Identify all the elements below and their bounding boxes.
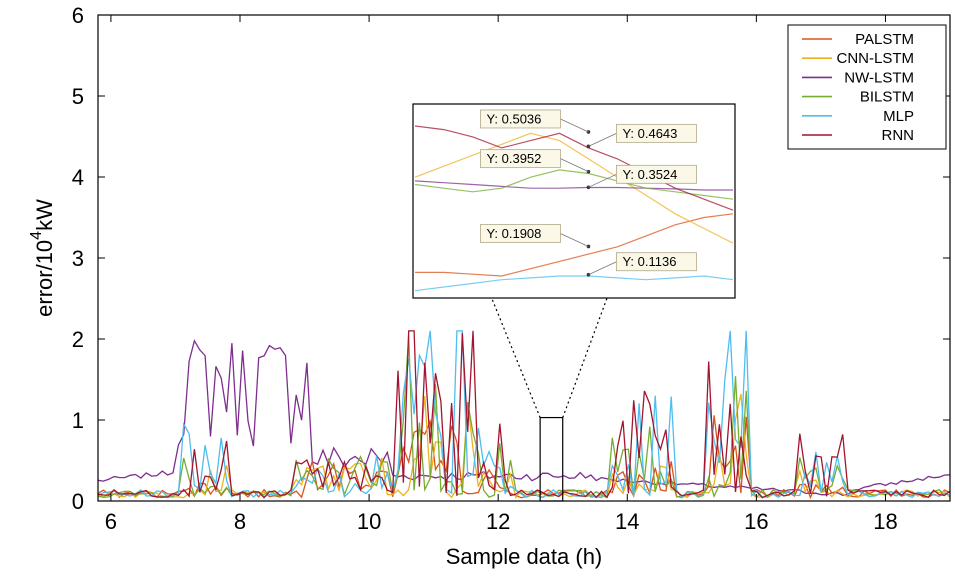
- datatip-label: Y: 0.3524: [622, 167, 677, 182]
- datatip-label: Y: 0.3952: [486, 151, 541, 166]
- y-tick-label: 1: [72, 408, 84, 433]
- series-line-rnn: [97, 330, 951, 499]
- datatip-label: Y: 0.1908: [486, 226, 541, 241]
- datatip-label: Y: 0.5036: [486, 111, 541, 126]
- series-lines: [97, 330, 951, 500]
- y-tick-label: 4: [72, 165, 84, 190]
- inset-line-bilstm: [414, 169, 734, 200]
- x-tick-label: 14: [615, 509, 639, 534]
- x-axis-title: Sample data (h): [446, 544, 603, 569]
- datatip-box: [616, 123, 697, 143]
- datatip-box: [616, 252, 697, 272]
- datatip-leader: [588, 261, 617, 276]
- series-line-nw-lstm: [97, 339, 950, 496]
- x-tick-label: 18: [873, 509, 897, 534]
- legend-label-palstm: PALSTM: [855, 31, 914, 48]
- y-tick-label: 2: [72, 327, 84, 352]
- x-tick-label: 16: [744, 509, 768, 534]
- y-tick-label: 5: [72, 84, 84, 109]
- legend-label-mlp: MLP: [883, 108, 914, 125]
- datatip-leader: [588, 173, 617, 188]
- inset-line-rnn: [414, 125, 734, 211]
- datatip-box: [480, 109, 561, 129]
- datatip-box: [480, 224, 561, 243]
- y-axis-title-base: error/10: [32, 240, 57, 317]
- legend: PALSTM CNN-LSTM NW-LSTM BILSTM MLP RNN: [787, 24, 947, 150]
- legend-label-nw-lstm: NW-LSTM: [844, 69, 914, 86]
- x-tick-label: 6: [105, 509, 117, 534]
- legend-label-rnn: RNN: [882, 127, 915, 144]
- legend-label-cnn-lstm: CNN-LSTM: [837, 50, 915, 67]
- inset-line-nw-lstm: [414, 180, 733, 191]
- inset-data-point: [586, 272, 591, 277]
- x-tick-label: 12: [486, 509, 510, 534]
- inset-line-mlp: [414, 275, 734, 292]
- datatip-label: Y: 0.1136: [622, 254, 676, 269]
- y-axis-title-exponent: 4: [28, 231, 45, 240]
- zoom-box: [539, 416, 564, 502]
- legend-box: [787, 24, 947, 150]
- datatip-box: [616, 164, 697, 184]
- datatip-leader: [560, 118, 589, 133]
- zoom-connector-right: [562, 103, 680, 418]
- y-tick-label: 3: [72, 246, 84, 271]
- x-tick-label: 8: [234, 509, 246, 534]
- svg-text:error/104kW: error/104kW: [28, 199, 57, 317]
- y-tick-label: 0: [72, 489, 84, 514]
- legend-label-bilstm: BILSTM: [860, 89, 914, 106]
- x-tick-label: 10: [357, 509, 381, 534]
- datatip-leader: [560, 233, 589, 247]
- y-axis-title-unit: kW: [32, 199, 57, 231]
- inset-line-palstm: [415, 213, 734, 277]
- datatip-label: Y: 0.4643: [622, 126, 677, 141]
- zoom-inset: Y: 0.5036 Y: 0.4643 Y: 0.3952 Y: 0.3524 Y: 0…: [412, 103, 736, 299]
- inset-line-cnn-lstm: [414, 132, 734, 244]
- datatip-leader: [588, 132, 617, 147]
- datatip-leader: [560, 158, 589, 173]
- y-tick-label: 6: [72, 3, 84, 28]
- y-axis-title: error/104kW: [28, 199, 57, 317]
- datatip-box: [480, 149, 561, 169]
